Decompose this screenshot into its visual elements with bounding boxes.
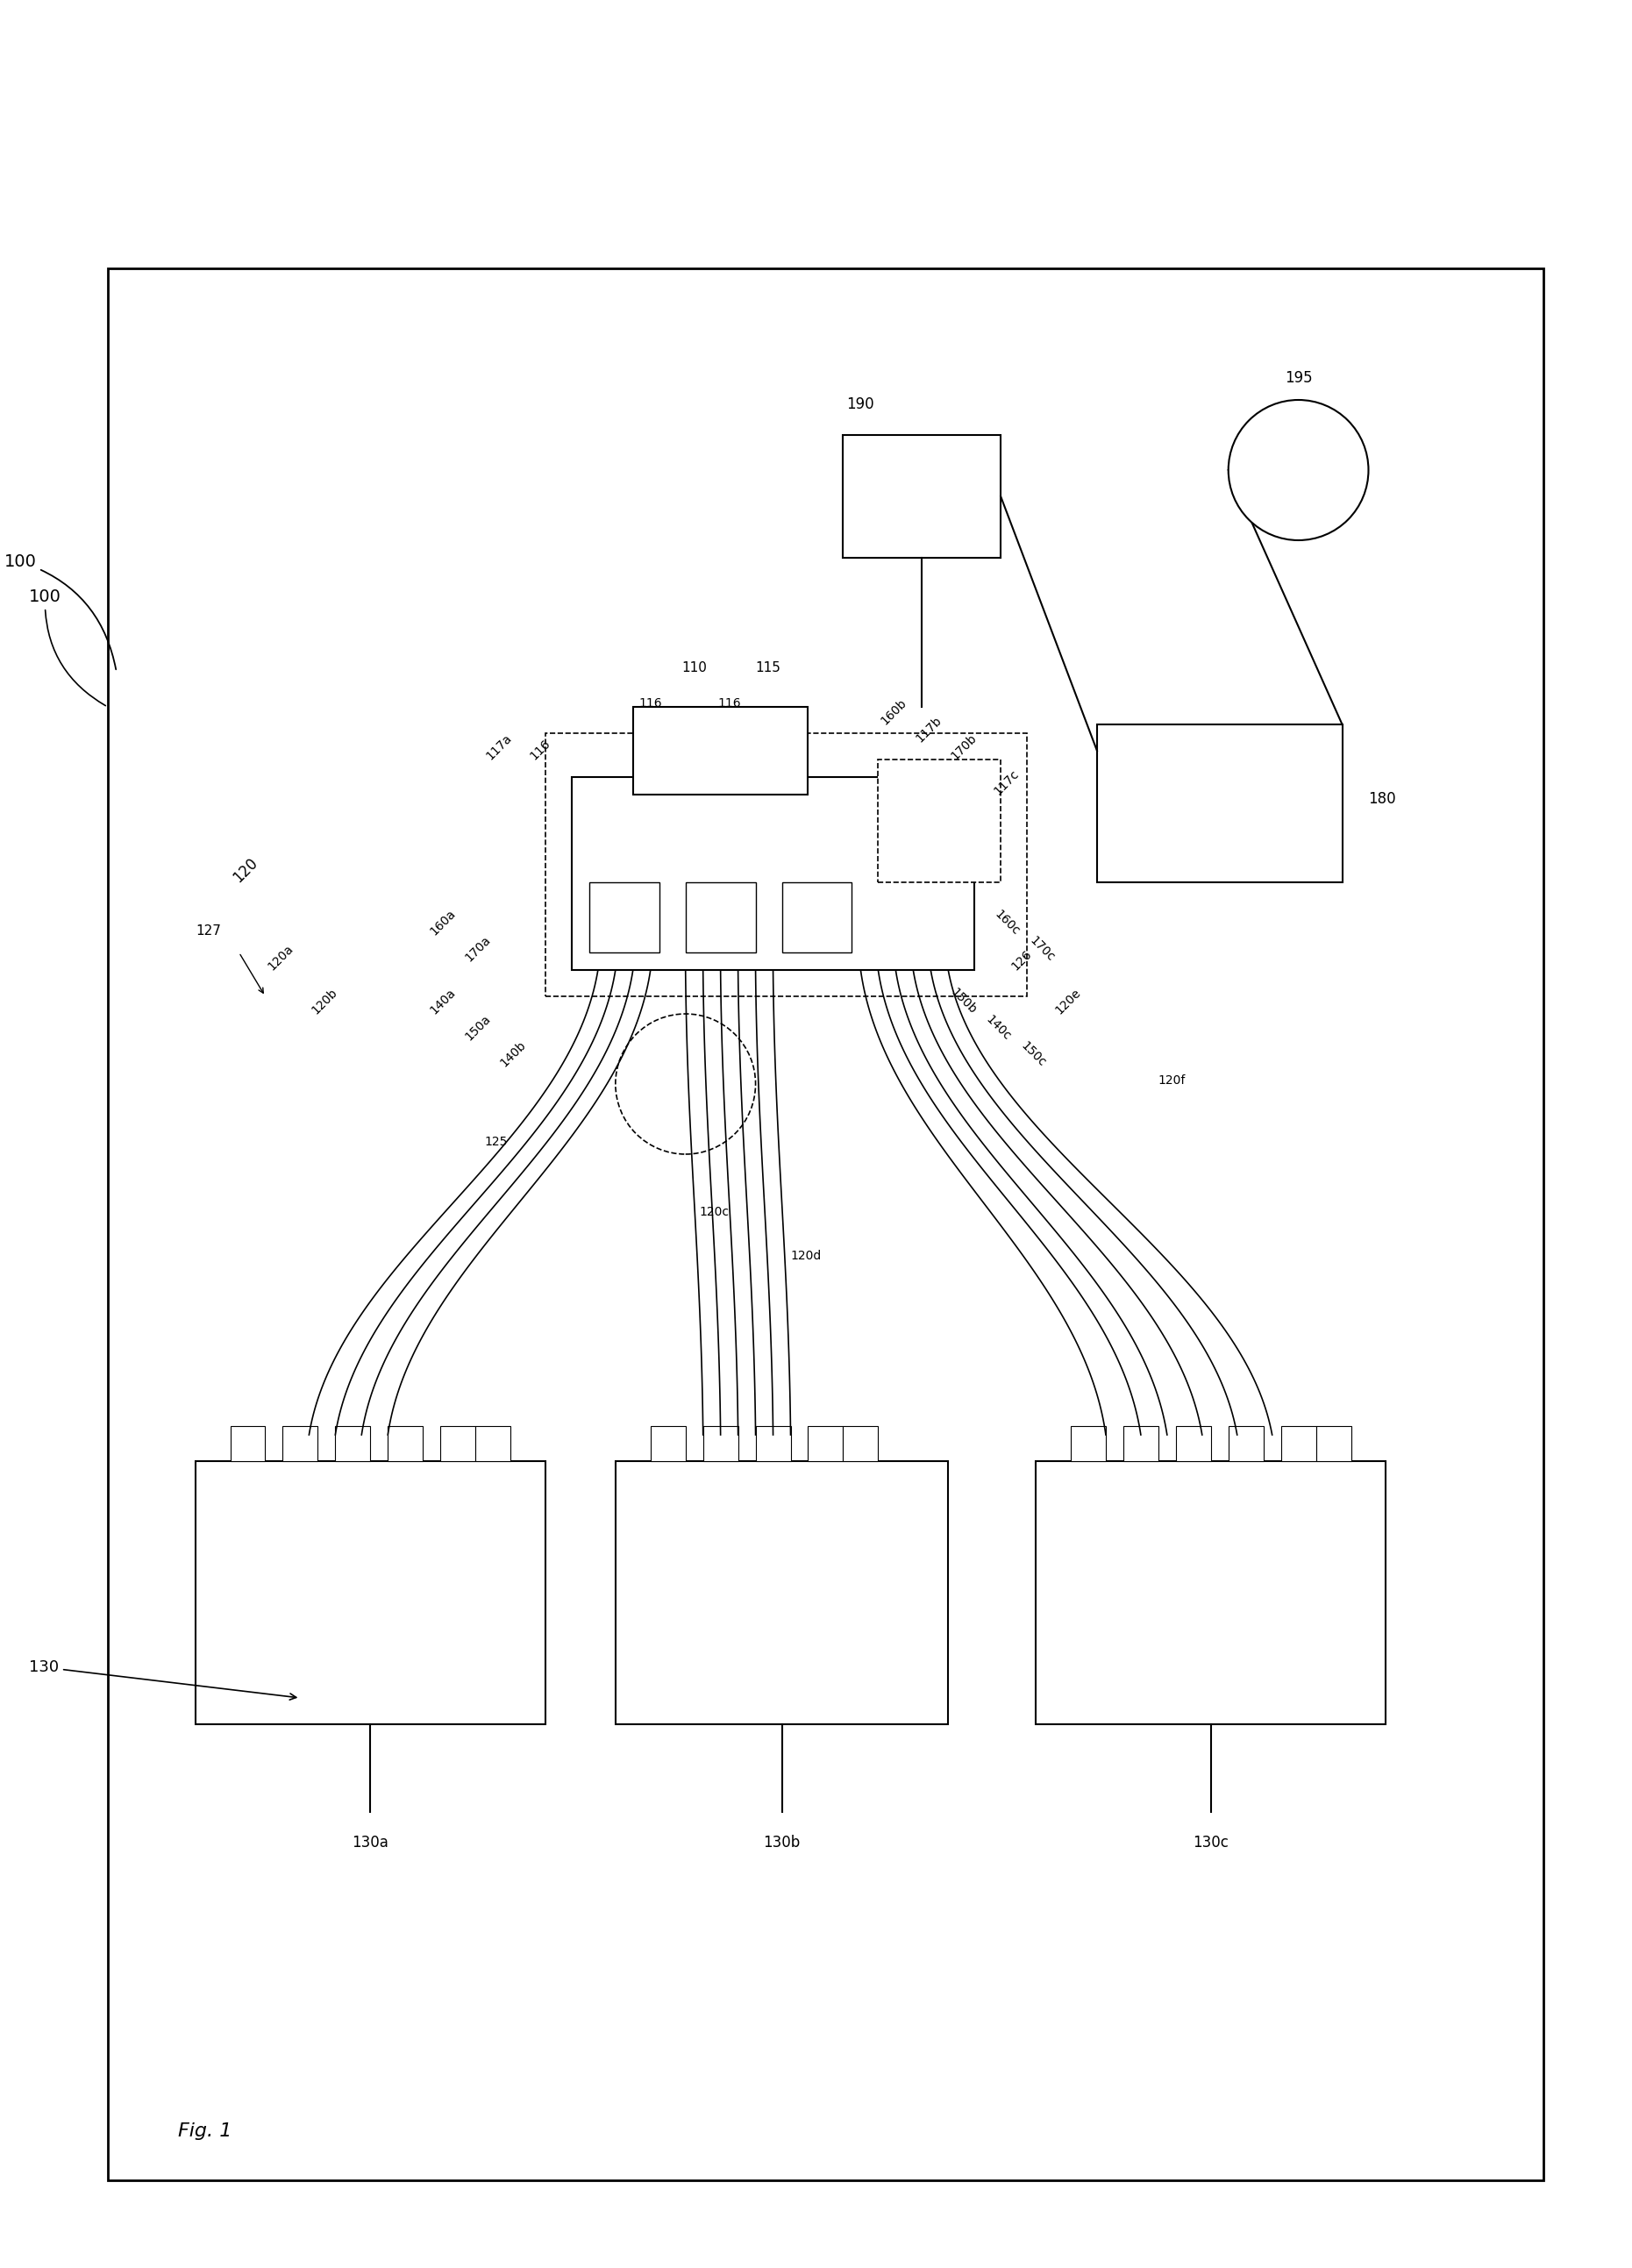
Bar bbox=[282, 1427, 318, 1461]
Text: 116: 116 bbox=[638, 696, 663, 710]
Bar bbox=[878, 760, 1000, 882]
Bar bbox=[703, 1427, 738, 1461]
Bar bbox=[571, 778, 974, 971]
Text: 117c: 117c bbox=[992, 767, 1022, 798]
Bar bbox=[844, 1427, 878, 1461]
Text: 126: 126 bbox=[1010, 948, 1035, 973]
Text: 120c: 120c bbox=[700, 1207, 730, 1218]
FancyBboxPatch shape bbox=[108, 268, 1544, 2180]
Text: 117b: 117b bbox=[914, 714, 943, 744]
Text: 120d: 120d bbox=[790, 1250, 821, 1261]
Text: 170c: 170c bbox=[1027, 934, 1058, 964]
Text: 116: 116 bbox=[718, 696, 741, 710]
Text: 170b: 170b bbox=[948, 733, 979, 762]
Bar bbox=[685, 882, 756, 953]
Text: 150c: 150c bbox=[1018, 1039, 1048, 1068]
Text: 170a: 170a bbox=[462, 934, 493, 964]
Bar bbox=[1071, 1427, 1106, 1461]
Bar bbox=[1123, 1427, 1159, 1461]
Bar bbox=[1281, 1427, 1315, 1461]
Bar bbox=[1315, 1427, 1351, 1461]
Bar bbox=[589, 882, 659, 953]
Text: 125: 125 bbox=[485, 1136, 508, 1148]
Bar bbox=[441, 1427, 475, 1461]
Text: 150b: 150b bbox=[948, 987, 979, 1016]
Bar bbox=[756, 1427, 790, 1461]
Text: 140b: 140b bbox=[498, 1039, 527, 1068]
Bar bbox=[844, 435, 1000, 558]
Text: 120a: 120a bbox=[266, 941, 295, 973]
Bar bbox=[335, 1427, 370, 1461]
Bar bbox=[1175, 1427, 1211, 1461]
Bar bbox=[475, 1427, 511, 1461]
Text: 130: 130 bbox=[29, 1660, 297, 1699]
Bar bbox=[1036, 1461, 1386, 1724]
Text: 180: 180 bbox=[1369, 792, 1397, 807]
Bar bbox=[615, 1461, 948, 1724]
Text: 160a: 160a bbox=[428, 907, 459, 937]
Text: 140c: 140c bbox=[982, 1014, 1013, 1043]
Bar bbox=[782, 882, 852, 953]
Text: Fig. 1: Fig. 1 bbox=[178, 2123, 232, 2141]
Text: 195: 195 bbox=[1284, 370, 1312, 386]
Text: 120e: 120e bbox=[1053, 987, 1084, 1016]
Bar bbox=[230, 1427, 266, 1461]
Bar bbox=[1097, 723, 1342, 882]
Text: 160c: 160c bbox=[992, 907, 1022, 937]
Text: 116: 116 bbox=[527, 737, 553, 762]
Text: 130a: 130a bbox=[353, 1835, 388, 1851]
Text: 140a: 140a bbox=[428, 987, 459, 1016]
Bar bbox=[651, 1427, 685, 1461]
Text: 120: 120 bbox=[230, 855, 261, 887]
Text: 130c: 130c bbox=[1193, 1835, 1229, 1851]
Text: 100: 100 bbox=[29, 587, 106, 705]
Bar bbox=[388, 1427, 423, 1461]
Bar bbox=[196, 1461, 545, 1724]
Circle shape bbox=[1229, 399, 1369, 540]
Bar bbox=[633, 708, 808, 794]
Bar bbox=[545, 733, 1027, 996]
Text: 150a: 150a bbox=[462, 1012, 493, 1043]
Text: 160b: 160b bbox=[878, 696, 909, 728]
Text: 120f: 120f bbox=[1159, 1075, 1186, 1086]
Text: 117a: 117a bbox=[485, 733, 514, 762]
Text: 127: 127 bbox=[196, 925, 222, 937]
Text: 130b: 130b bbox=[764, 1835, 800, 1851]
Bar bbox=[808, 1427, 844, 1461]
Text: 190: 190 bbox=[847, 397, 875, 413]
Text: 115: 115 bbox=[756, 662, 780, 674]
Text: 120b: 120b bbox=[308, 987, 339, 1016]
Text: 100: 100 bbox=[3, 553, 116, 669]
Text: 110: 110 bbox=[682, 662, 707, 674]
Bar bbox=[1229, 1427, 1263, 1461]
